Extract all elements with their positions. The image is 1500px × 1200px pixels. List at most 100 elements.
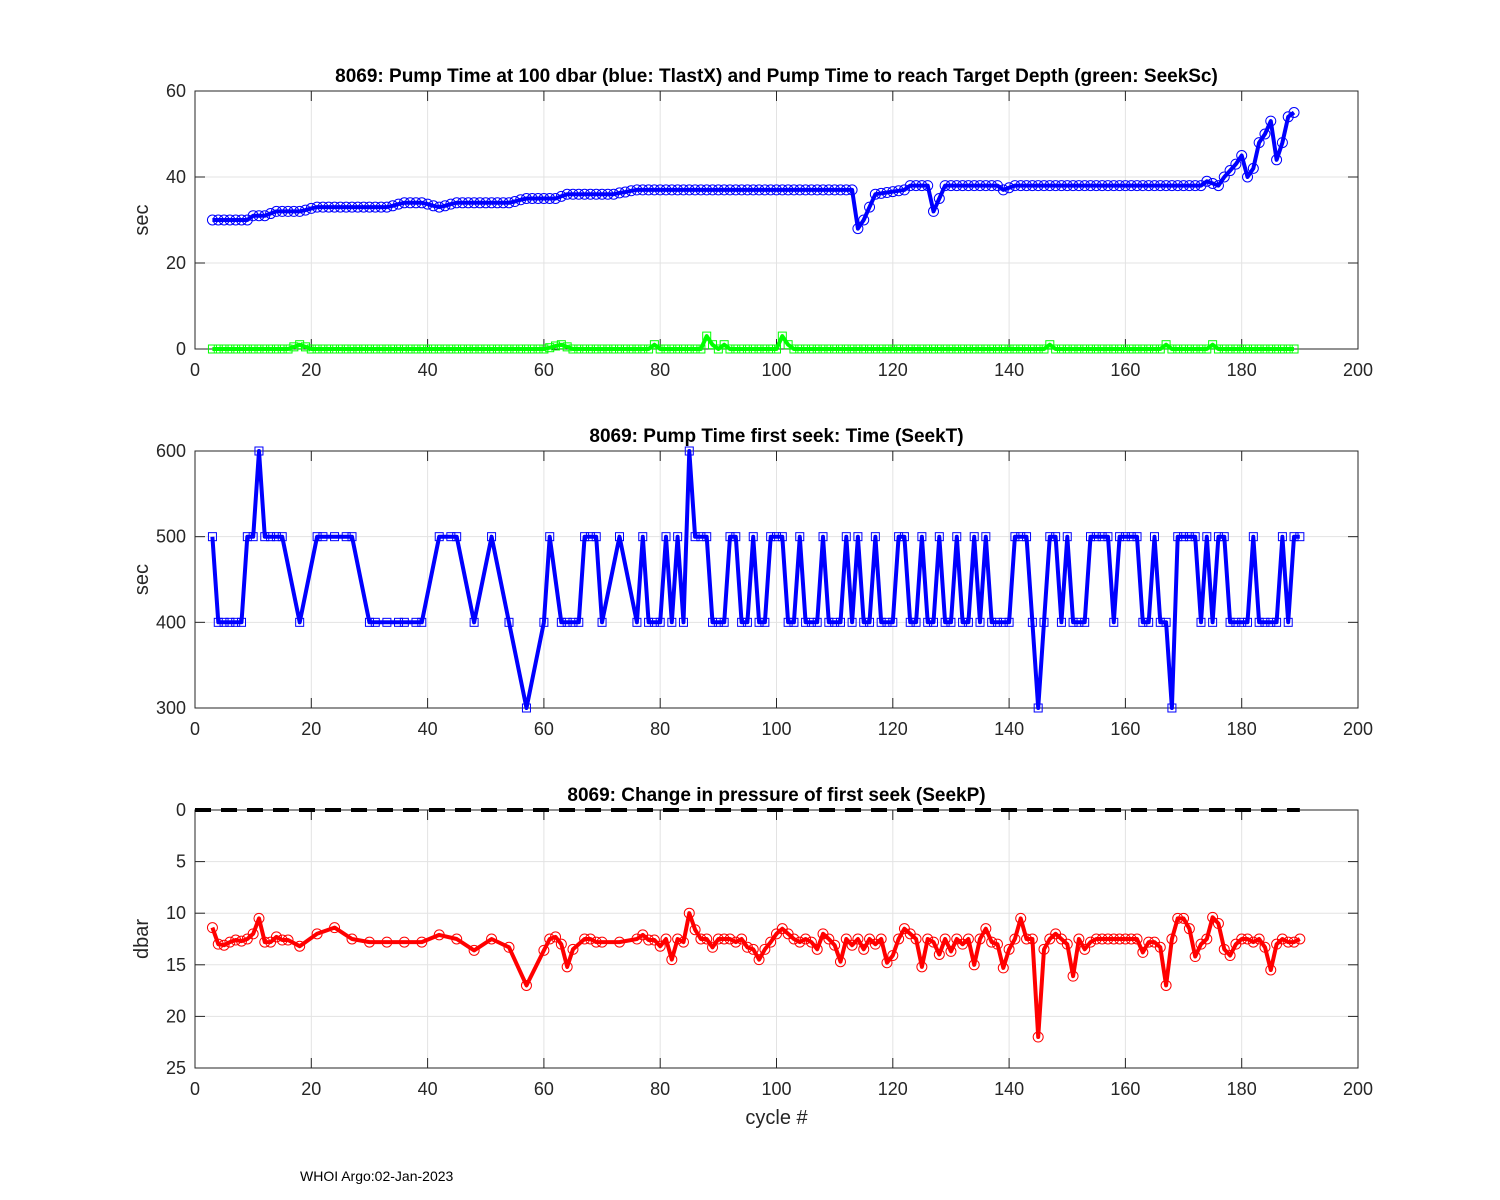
data-point-TlastX	[672, 184, 684, 196]
data-point-SeekT	[870, 532, 880, 542]
data-point-SeekP	[933, 948, 945, 960]
data-point-TlastX	[846, 184, 858, 196]
data-point-SeekP	[1125, 933, 1137, 945]
data-point-SeekSc	[318, 344, 328, 354]
data-point-SeekT	[585, 532, 595, 542]
y-axis-label: sec	[131, 204, 153, 235]
data-point-SeekP	[433, 929, 445, 941]
data-point-TlastX	[712, 184, 724, 196]
data-point-SeekP	[683, 907, 695, 919]
data-point-SeekSc	[934, 344, 944, 354]
data-point-TlastX	[788, 184, 800, 196]
data-point-SeekSc	[516, 344, 526, 354]
data-point-SeekSc	[987, 344, 997, 354]
data-point-SeekSc	[1062, 344, 1072, 354]
data-point-TlastX	[957, 180, 969, 192]
y-tick-label: 60	[166, 81, 186, 101]
data-point-SeekT	[841, 532, 851, 542]
data-point-SeekP	[1294, 933, 1306, 945]
x-tick-label: 160	[1110, 1079, 1140, 1099]
data-point-SeekSc	[1219, 344, 1229, 354]
x-tick-label: 200	[1343, 360, 1373, 380]
data-point-TlastX	[526, 193, 538, 204]
data-point-SeekP	[1236, 933, 1248, 945]
data-point-TlastX	[1038, 180, 1050, 192]
data-point-TlastX	[858, 214, 870, 226]
data-point-SeekP	[416, 936, 428, 948]
data-point-SeekT	[1179, 532, 1189, 542]
data-point-SeekSc	[1086, 344, 1096, 354]
data-point-TlastX	[509, 196, 521, 208]
data-point-SeekSc	[248, 344, 258, 354]
data-point-SeekP	[689, 924, 701, 936]
data-point-TlastX	[1271, 154, 1283, 166]
data-point-SeekP	[718, 933, 730, 945]
data-point-SeekT	[1109, 617, 1119, 627]
data-point-SeekT	[1248, 532, 1258, 542]
data-point-SeekP	[939, 933, 951, 945]
data-point-SeekP	[282, 934, 294, 946]
data-point-SeekP	[1009, 933, 1021, 945]
data-point-SeekSc	[388, 344, 398, 354]
data-point-SeekSc	[1272, 344, 1282, 354]
data-point-SeekT	[452, 532, 462, 542]
data-point-TlastX	[922, 180, 934, 192]
x-tick-label: 60	[534, 1079, 554, 1099]
data-point-TlastX	[1085, 180, 1097, 192]
data-point-TlastX	[265, 208, 277, 220]
data-point-SeekT	[702, 532, 712, 542]
data-point-SeekT	[341, 532, 351, 542]
data-point-TlastX	[724, 184, 736, 196]
data-point-SeekP	[212, 938, 224, 950]
data-point-TlastX	[933, 193, 945, 204]
data-point-SeekT	[1045, 532, 1055, 542]
data-point-SeekP	[788, 933, 800, 945]
data-point-TlastX	[1282, 111, 1294, 123]
data-point-SeekSc	[295, 340, 305, 350]
data-point-SeekSc	[440, 344, 450, 354]
data-point-SeekT	[760, 617, 770, 627]
data-point-SeekSc	[312, 344, 322, 354]
data-point-SeekSc	[463, 344, 473, 354]
data-point-SeekT	[987, 617, 997, 627]
data-point-SeekP	[1178, 912, 1190, 924]
data-point-TlastX	[573, 188, 585, 200]
data-point-SeekT	[946, 617, 956, 627]
data-point-TlastX	[1154, 180, 1166, 192]
data-point-TlastX	[887, 186, 899, 198]
data-point-SeekP	[1183, 923, 1195, 935]
data-point-SeekT	[207, 532, 217, 542]
data-point-TlastX	[346, 201, 358, 213]
data-point-TlastX	[1044, 180, 1056, 192]
data-point-SeekT	[1254, 617, 1264, 627]
data-point-TlastX	[980, 180, 992, 192]
data-point-SeekP	[980, 923, 992, 935]
data-point-SeekSc	[411, 344, 421, 354]
data-point-SeekP	[1032, 1031, 1044, 1043]
data-point-SeekP	[544, 933, 556, 945]
data-point-SeekT	[772, 532, 781, 542]
data-point-SeekT	[1260, 617, 1270, 627]
data-point-TlastX	[951, 180, 963, 192]
data-point-SeekT	[835, 617, 845, 627]
y-axis-label: sec	[131, 564, 153, 595]
data-point-TlastX	[794, 184, 806, 196]
data-point-SeekP	[1166, 933, 1178, 945]
data-point-SeekP	[1137, 946, 1149, 958]
data-point-TlastX	[1224, 165, 1236, 177]
data-point-TlastX	[631, 184, 643, 196]
data-point-TlastX	[1137, 180, 1149, 192]
data-point-TlastX	[648, 184, 660, 196]
data-point-SeekT	[963, 617, 973, 627]
chart-title: 8069: Pump Time at 100 dbar (blue: Tlast…	[335, 66, 1218, 87]
data-point-SeekP	[1015, 912, 1027, 924]
data-point-TlastX	[369, 201, 381, 213]
data-point-TlastX	[1178, 180, 1190, 192]
data-point-SeekT	[952, 532, 962, 542]
data-point-TlastX	[1276, 137, 1288, 149]
data-point-SeekP	[451, 933, 463, 945]
data-point-SeekT	[725, 532, 735, 542]
x-tick-label: 0	[190, 1079, 200, 1099]
data-point-SeekT	[1231, 617, 1241, 627]
data-point-SeekSc	[853, 344, 863, 354]
